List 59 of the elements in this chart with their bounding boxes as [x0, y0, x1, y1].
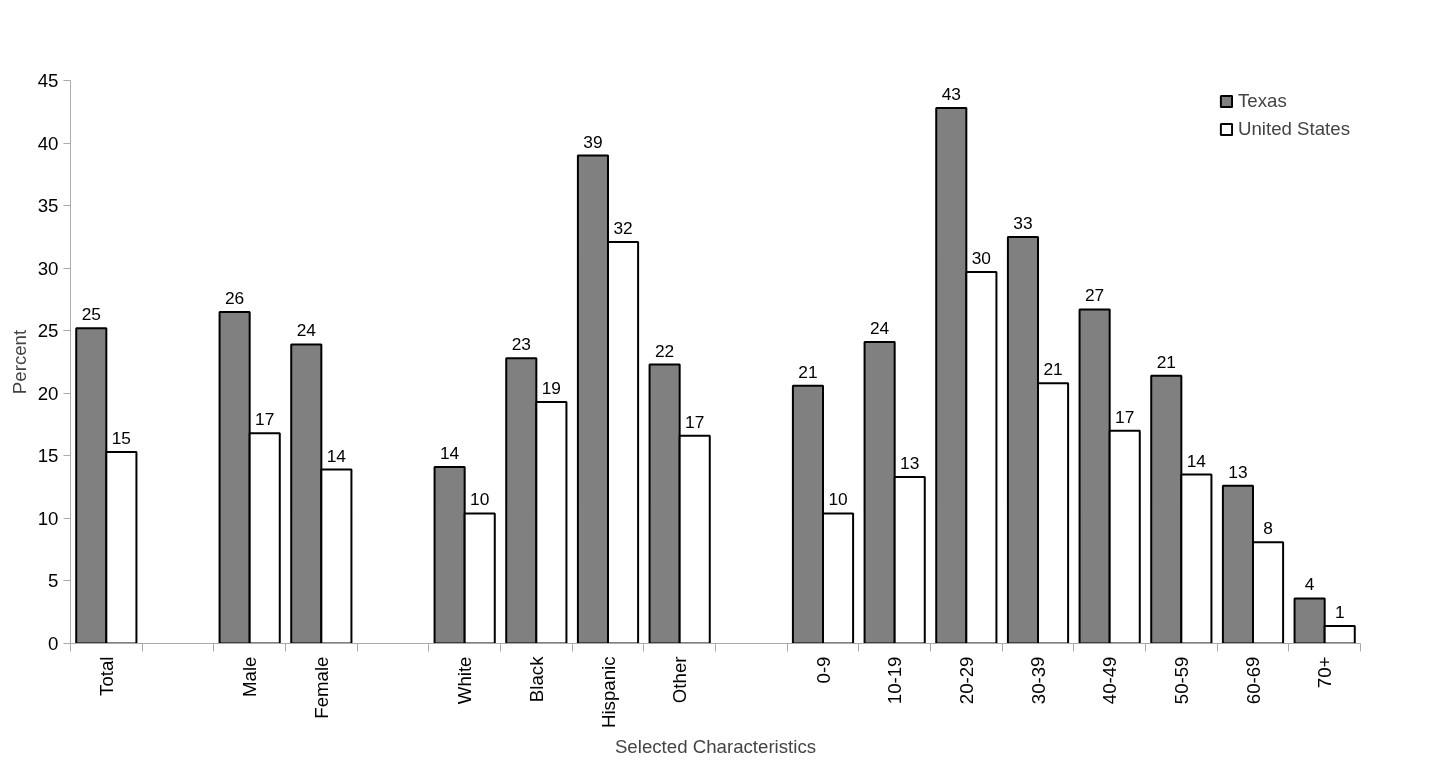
data-label: 24 — [296, 320, 317, 341]
data-label: 17 — [1115, 406, 1135, 427]
data-label: 10 — [470, 489, 490, 510]
x-tick-label: 30-39 — [1027, 656, 1049, 705]
x-tick-label: 0-9 — [812, 656, 834, 684]
data-label: 1 — [1334, 601, 1345, 622]
data-label: 19 — [541, 378, 562, 399]
data-label: 30 — [971, 247, 992, 268]
data-label: 17 — [255, 409, 275, 430]
y-tick-label: 45 — [37, 70, 59, 91]
data-label: 21 — [1043, 359, 1063, 380]
x-tick-label: 10-19 — [884, 656, 906, 705]
x-tick-label: Other — [669, 656, 691, 704]
y-tick-label: 20 — [37, 382, 59, 404]
y-axis-title: Percent — [8, 329, 30, 395]
legend-label: Texas — [1237, 90, 1287, 112]
data-label: 14 — [439, 443, 460, 464]
data-label: 32 — [613, 217, 633, 238]
data-label: 33 — [1013, 212, 1033, 233]
x-tick-label: Hispanic — [597, 656, 619, 729]
data-label: 8 — [1263, 518, 1273, 539]
x-tick-label: Male — [239, 656, 261, 697]
data-label: 4 — [1304, 574, 1315, 595]
data-label: 14 — [326, 445, 347, 466]
data-label: 17 — [685, 411, 705, 432]
legend-label: United States — [1237, 118, 1350, 140]
y-tick-label: 35 — [37, 195, 59, 217]
data-label: 21 — [1156, 351, 1176, 372]
y-tick-label: 0 — [48, 633, 59, 654]
data-label: 43 — [941, 84, 961, 105]
x-axis-title: Selected Characteristics — [614, 736, 817, 758]
data-label: 39 — [583, 131, 603, 152]
data-label: 13 — [900, 453, 920, 474]
x-tick-label: 50-59 — [1170, 656, 1192, 705]
data-label: 27 — [1084, 285, 1105, 306]
x-tick-label: Black — [525, 655, 547, 703]
x-tick-label: Total — [95, 656, 117, 696]
data-label: 26 — [224, 287, 245, 308]
x-tick-label: 70+ — [1314, 656, 1336, 689]
data-label: 21 — [798, 361, 818, 382]
data-label: 13 — [1228, 461, 1248, 482]
data-label: 14 — [1186, 450, 1207, 471]
x-tick-label: Female — [310, 656, 332, 719]
y-tick-label: 40 — [37, 132, 59, 154]
y-tick-label: 30 — [37, 257, 59, 279]
y-tick-label: 10 — [37, 507, 59, 529]
data-label: 25 — [81, 304, 101, 325]
x-tick-label: 40-49 — [1099, 656, 1121, 705]
data-label: 24 — [869, 317, 890, 338]
x-tick-label: 60-69 — [1242, 656, 1264, 705]
y-tick-label: 15 — [37, 445, 59, 467]
data-label: 15 — [111, 428, 132, 449]
data-label: 10 — [828, 489, 848, 510]
data-label: 23 — [511, 334, 531, 355]
x-tick-label: White — [454, 656, 476, 705]
x-tick-label: 20-29 — [955, 656, 977, 705]
data-label: 22 — [654, 340, 675, 361]
y-tick-label: 25 — [37, 320, 59, 342]
y-tick-label: 5 — [48, 570, 59, 592]
